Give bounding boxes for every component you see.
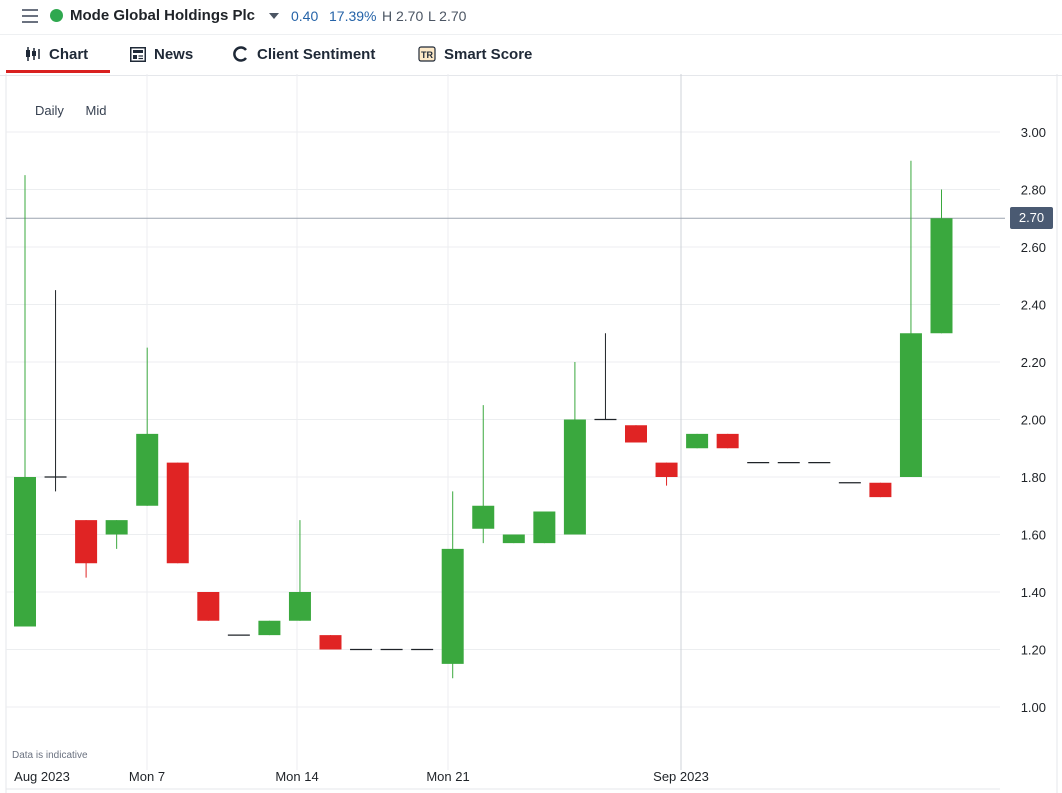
tab-chart-label: Chart: [49, 45, 89, 63]
candle-body: [502, 534, 525, 544]
chart-controls: Daily Mid: [35, 103, 106, 118]
chevron-down-icon[interactable]: [269, 13, 279, 19]
candle-body: [869, 482, 892, 498]
market-status-dot: [50, 9, 63, 22]
tab-chart[interactable]: Chart: [25, 35, 88, 73]
candle-body: [258, 620, 281, 636]
y-tick-label: 1.00: [1021, 700, 1046, 715]
instrument-header: Mode Global Holdings Plc 0.40 17.39% H 2…: [0, 0, 1062, 34]
newspaper-icon: [130, 46, 146, 62]
candle-body: [625, 425, 647, 443]
candle-body: [441, 548, 464, 664]
price-chart[interactable]: 3.00 2.80 2.60 2.40 2.20 2.00 1.80 1.60 1.40 1.20…: [0, 74, 1062, 793]
candle-body: [319, 635, 342, 650]
tab-smart-score-label: Smart Score: [444, 45, 533, 63]
candle-body: [197, 592, 220, 621]
instrument-title: Mode Global Holdings Plc: [70, 7, 256, 24]
x-tick-label: Sep 2023: [653, 769, 709, 784]
y-tick-label: 2.20: [1021, 355, 1046, 370]
candle-body: [899, 333, 922, 477]
x-tick-label: Mon 7: [129, 769, 165, 784]
candlestick-icon: [26, 47, 40, 61]
y-tick-label: 1.20: [1021, 643, 1046, 658]
candle-body: [472, 505, 495, 529]
tab-news[interactable]: News: [130, 35, 193, 73]
candle-body: [136, 433, 159, 506]
y-tick-label: 2.80: [1021, 183, 1046, 198]
y-tick-label: 2.40: [1021, 298, 1046, 313]
tab-client-sentiment-label: Client Sentiment: [257, 45, 376, 63]
y-tick-label: 3.00: [1021, 125, 1046, 140]
tab-news-label: News: [154, 45, 194, 63]
candle-body: [75, 520, 98, 564]
x-tick-label: Mon 21: [426, 769, 469, 784]
price-change: 0.40: [291, 8, 319, 24]
day-high: H 2.70: [382, 8, 424, 24]
active-tab-indicator: [6, 70, 110, 73]
candle-body: [563, 419, 586, 535]
y-tick-label: 1.80: [1021, 470, 1046, 485]
interval-selector[interactable]: Daily: [35, 103, 64, 118]
price-type-selector[interactable]: Mid: [85, 103, 107, 118]
tab-bar: Chart News Client Sentiment TR Smart Sco…: [0, 34, 1062, 76]
x-tick-label: Mon 14: [275, 769, 318, 784]
candle-body: [533, 511, 556, 544]
candle-body: [14, 477, 36, 627]
data-disclaimer: Data is indicative: [12, 750, 88, 761]
price-change-percent: 17.39%: [329, 8, 377, 24]
candle-body: [930, 218, 953, 334]
y-tick-label: 2.60: [1021, 240, 1046, 255]
current-price-badge: 2.70: [1010, 207, 1053, 229]
candle-body: [655, 462, 678, 477]
smart-score-icon: TR: [418, 46, 436, 62]
day-low: L 2.70: [428, 8, 467, 24]
menu-icon[interactable]: [22, 9, 38, 23]
y-tick-label: 2.00: [1021, 413, 1046, 428]
sentiment-icon: [233, 46, 247, 62]
candle-body: [686, 433, 709, 449]
x-tick-label: Aug 2023: [14, 769, 70, 784]
svg-text:TR: TR: [421, 50, 433, 60]
candle-body: [716, 433, 739, 449]
candle-body: [166, 462, 189, 564]
tab-smart-score[interactable]: TR Smart Score: [418, 35, 532, 73]
candle-body: [288, 592, 311, 621]
y-tick-label: 1.60: [1021, 528, 1046, 543]
y-tick-label: 1.40: [1021, 585, 1046, 600]
tab-client-sentiment[interactable]: Client Sentiment: [233, 35, 375, 73]
candle-body: [105, 520, 128, 535]
